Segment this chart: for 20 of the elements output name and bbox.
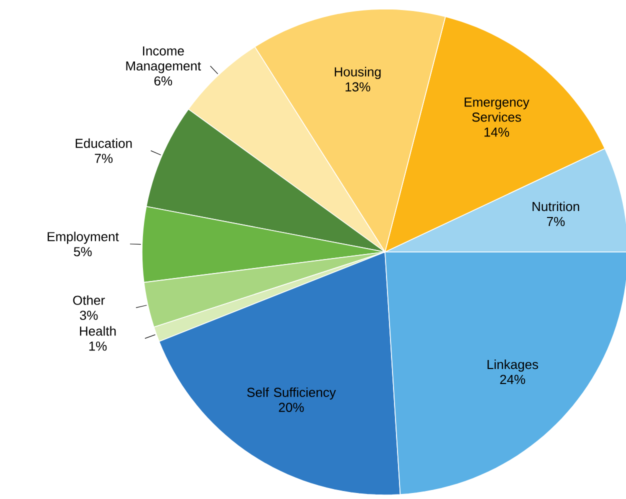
data-label: 7% — [547, 216, 565, 226]
slice-label: Self Sufficiency — [247, 387, 336, 400]
data-label: 13% — [346, 82, 370, 92]
data-label: 14% — [484, 128, 510, 137]
data-label: 6% — [154, 76, 172, 86]
slice-label: Employment — [48, 232, 119, 244]
slice-label: Emergency Services — [464, 98, 530, 122]
data-label: 1% — [89, 342, 107, 351]
data-label: 3% — [80, 310, 98, 320]
data-label: 24% — [500, 374, 526, 384]
slice-label: Housing — [334, 66, 381, 80]
slice-label: Health — [80, 326, 116, 336]
slice-label: Education — [76, 138, 132, 148]
slice-label: Linkages — [488, 360, 538, 372]
slice-label: Income Management — [126, 46, 201, 74]
data-label: 20% — [278, 402, 304, 412]
data-label: 7% — [94, 154, 113, 163]
data-label: 5% — [74, 247, 92, 256]
slice-label: Nutrition — [532, 202, 580, 212]
slice-label: Other — [73, 295, 105, 305]
